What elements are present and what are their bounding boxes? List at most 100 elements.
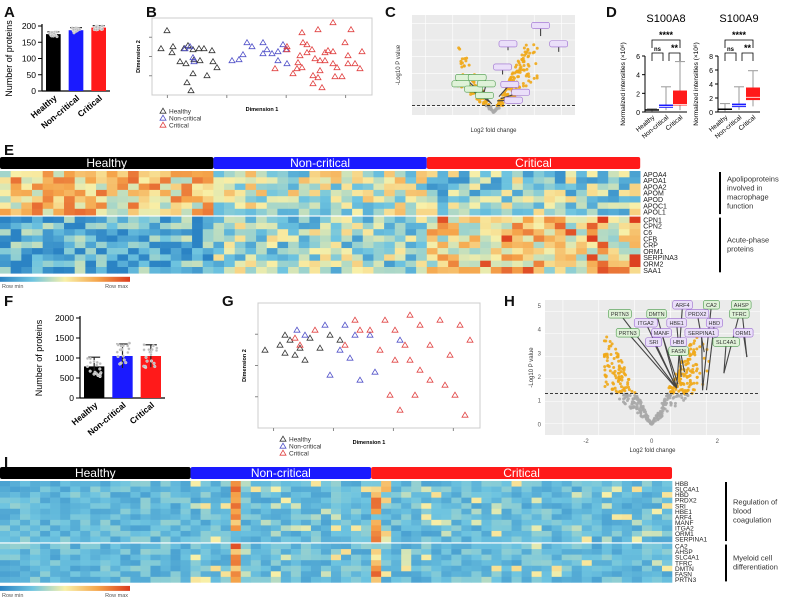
- heatmap-cell: [210, 525, 221, 532]
- heatmap-cell: [533, 202, 545, 210]
- heatmap-cell: [341, 486, 352, 493]
- heatmap-cell: [501, 525, 512, 532]
- heatmap-cell: [240, 486, 252, 493]
- data-point-triangle: [466, 336, 474, 343]
- heatmap-cell: [21, 229, 33, 236]
- heatmap-cell: [140, 486, 151, 493]
- heatmap-cell: [160, 536, 171, 543]
- heatmap-cell: [533, 260, 545, 268]
- heatmap-cell: [501, 235, 513, 243]
- heatmap-cell: [641, 543, 653, 550]
- heatmap-cell: [461, 560, 472, 567]
- heatmap-cell: [522, 254, 534, 261]
- data-dot: [85, 364, 90, 368]
- heatmap-cell: [531, 481, 542, 487]
- heatmap-cell: [341, 571, 352, 578]
- data-point-triangle: [186, 42, 194, 50]
- heatmap-cell: [491, 549, 502, 555]
- heatmap-cell: [416, 260, 428, 268]
- heatmap-cell: [480, 248, 492, 255]
- data-point: [525, 73, 529, 77]
- heatmap-cell: [213, 241, 225, 249]
- heatmap-e: Healthy Non-critical CriticalAPOA4APOA1APO…: [0, 156, 779, 290]
- heatmap-cell: [230, 571, 242, 578]
- heatmap-cell: [110, 576, 121, 583]
- data-point: [519, 65, 523, 69]
- heatmap-cell: [522, 248, 534, 255]
- heatmap-cell: [401, 576, 412, 583]
- heatmap-cell: [521, 571, 532, 578]
- heatmap-cell: [373, 254, 385, 261]
- heatmap-cell: [288, 208, 300, 216]
- heatmap-cell: [280, 492, 292, 498]
- heatmap-cell: [426, 183, 438, 191]
- heatmap-cell: [320, 554, 332, 561]
- heatmap-cell: [106, 177, 118, 184]
- heatmap-cell: [290, 486, 302, 493]
- heatmap-cell: [394, 267, 406, 274]
- heatmap-cell: [641, 536, 653, 543]
- data-point-triangle: [189, 45, 197, 53]
- data-point: [672, 395, 676, 399]
- heatmap-cell: [641, 508, 653, 515]
- heatmap-cell: [571, 560, 583, 567]
- heatmap-cell: [416, 208, 428, 216]
- heatmap-cell: [300, 530, 312, 537]
- row-label: HBD: [675, 492, 689, 499]
- data-point: [605, 352, 609, 356]
- heatmap-cell: [591, 492, 603, 498]
- data-point: [698, 371, 702, 375]
- heatmap-cell: [80, 554, 91, 561]
- heatmap-cell: [651, 536, 663, 543]
- heatmap-cell: [42, 202, 54, 210]
- heatmap-cell: [448, 222, 460, 230]
- heatmap-cell: [511, 554, 522, 561]
- heatmap-cell: [401, 571, 412, 578]
- data-point: [606, 364, 610, 368]
- heatmap-cell: [96, 254, 107, 261]
- heatmap-cell: [280, 571, 292, 578]
- heatmap-cell: [170, 543, 181, 550]
- heatmap-cell: [601, 503, 613, 510]
- heatmap-cell: [401, 560, 412, 567]
- heatmap-cell: [571, 543, 583, 550]
- heatmap-cell: [586, 235, 598, 243]
- heatmap-cell: [96, 196, 107, 203]
- heatmap-cell: [240, 560, 252, 567]
- data-point-triangle: [306, 334, 314, 341]
- heatmap-cell: [471, 519, 482, 526]
- heatmap-cell: [384, 267, 396, 274]
- heatmap-cell: [130, 571, 141, 578]
- y-axis-label: Dimension 2: [242, 349, 248, 382]
- heatmap-cell: [181, 222, 193, 230]
- data-point: [524, 84, 528, 88]
- heatmap-cell: [213, 177, 225, 184]
- heatmap-cell: [60, 519, 71, 526]
- heatmap-cell: [441, 571, 452, 578]
- heatmap-cell: [128, 177, 140, 184]
- heatmap-cell: [391, 571, 402, 578]
- heatmap-cell: [501, 216, 513, 224]
- heatmap-cell: [10, 248, 22, 255]
- heatmap-cell: [571, 514, 583, 521]
- heatmap-cell: [448, 241, 460, 249]
- heatmap-cell: [40, 536, 51, 543]
- data-point: [644, 415, 648, 419]
- heatmap-cell: [256, 189, 268, 197]
- heatmap-cell: [597, 189, 609, 197]
- heatmap-cell: [373, 241, 385, 249]
- data-point: [618, 389, 622, 393]
- heatmap-cell: [192, 216, 204, 224]
- data-dot: [94, 25, 98, 29]
- heatmap-cell: [140, 576, 151, 583]
- heatmap-cell: [128, 183, 140, 191]
- heatmap-cell: [501, 171, 513, 178]
- heatmap-cell: [651, 497, 663, 504]
- heatmap-cell: [60, 508, 71, 515]
- heatmap-cell: [170, 519, 181, 526]
- heatmap-cell: [330, 503, 342, 510]
- heatmap-cell: [32, 202, 43, 210]
- heatmap-cell: [426, 241, 438, 249]
